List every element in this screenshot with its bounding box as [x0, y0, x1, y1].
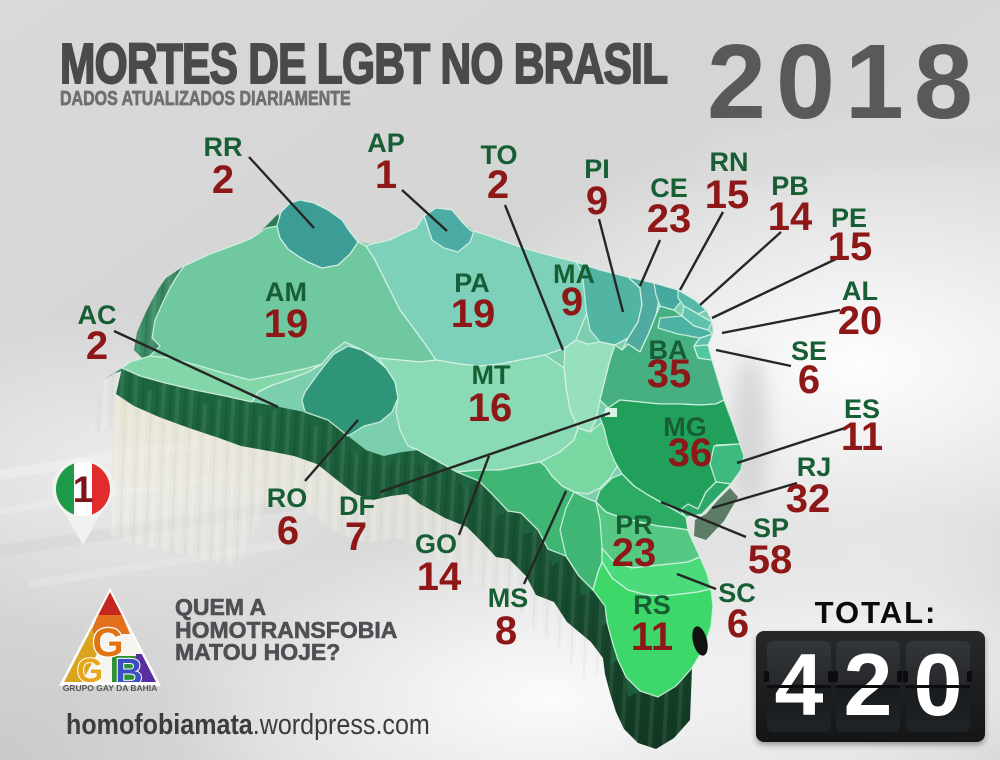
svg-text:G: G [92, 621, 123, 665]
svg-text:B: B [115, 652, 142, 694]
svg-text:G: G [77, 652, 103, 690]
svg-text:GRUPO GAY DA BAHIA: GRUPO GAY DA BAHIA [63, 683, 158, 693]
svg-text:1: 1 [73, 469, 94, 510]
